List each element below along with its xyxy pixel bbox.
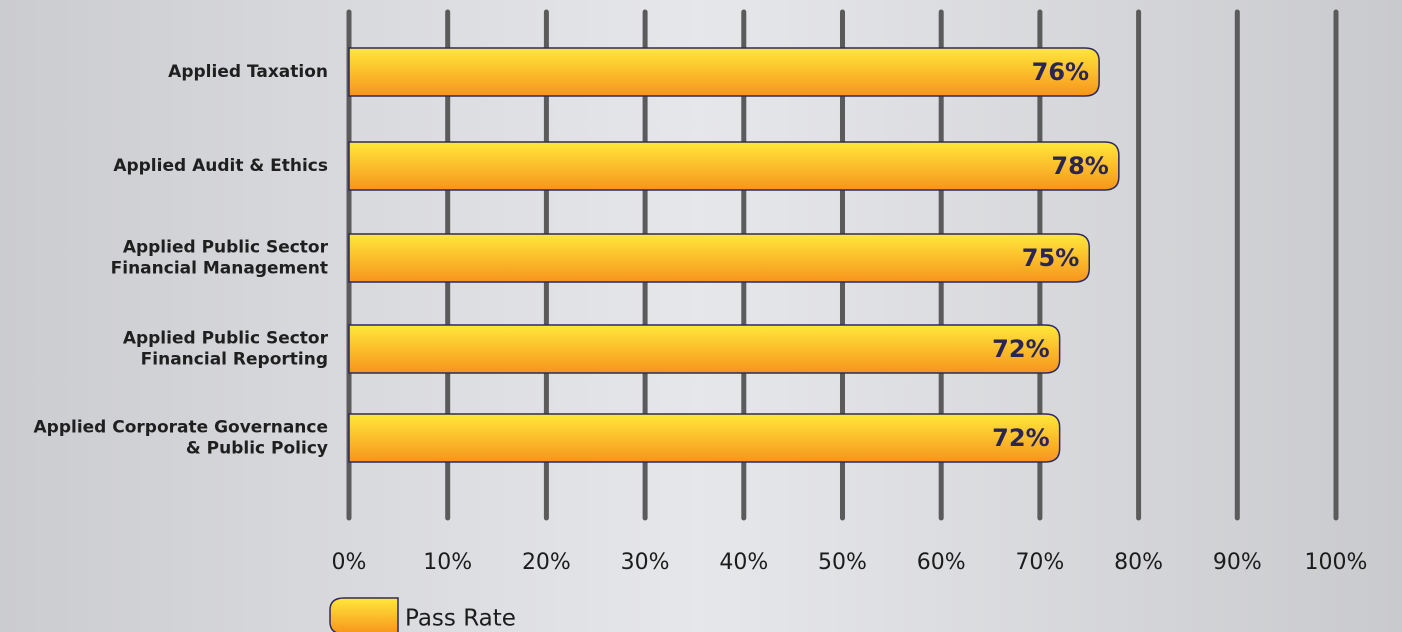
value-label-3: 72% <box>992 335 1049 363</box>
bars: 76% 78% 75% 72% 72% <box>348 47 1120 463</box>
category-label-1-line-0: Applied Audit & Ethics <box>113 156 328 176</box>
tick-label-60: 60% <box>917 550 966 575</box>
tick-label-30: 30% <box>621 550 670 575</box>
legend-label: Pass Rate <box>405 606 516 632</box>
value-label-4: 72% <box>992 424 1049 452</box>
category-labels: Applied Taxation Applied Audit & Ethics Ap… <box>34 62 329 459</box>
bar-4 <box>348 413 1061 463</box>
category-label-4-line-1: & Public Policy <box>186 439 328 459</box>
tick-label-40: 40% <box>719 550 768 575</box>
tick-label-80: 80% <box>1114 550 1163 575</box>
category-label-4-line-0: Applied Corporate Governance <box>34 418 329 438</box>
tick-label-100: 100% <box>1305 550 1368 575</box>
category-label-2-line-1: Financial Management <box>111 259 328 279</box>
legend: Pass Rate <box>329 597 516 632</box>
bar-1 <box>348 141 1120 191</box>
tick-label-70: 70% <box>1015 550 1064 575</box>
bar-2 <box>348 233 1090 283</box>
category-label-3-line-1: Financial Reporting <box>141 350 328 370</box>
tick-label-10: 10% <box>423 550 472 575</box>
value-label-1: 78% <box>1051 152 1108 180</box>
legend-swatch <box>329 597 399 632</box>
tick-label-0: 0% <box>332 550 367 575</box>
bar-0 <box>348 47 1100 97</box>
value-label-2: 75% <box>1022 244 1079 272</box>
tick-label-50: 50% <box>818 550 867 575</box>
value-label-0: 76% <box>1032 58 1089 86</box>
tick-label-90: 90% <box>1213 550 1262 575</box>
bar-3 <box>348 324 1061 374</box>
category-label-3-line-0: Applied Public Sector <box>123 329 329 349</box>
category-label-2-line-0: Applied Public Sector <box>123 238 329 258</box>
tick-label-20: 20% <box>522 550 571 575</box>
x-axis-tick-labels: 0% 10% 20% 30% 40% 50% 60% 70% 80% 90% 100% <box>332 550 1368 575</box>
category-label-0-line-0: Applied Taxation <box>168 62 328 82</box>
